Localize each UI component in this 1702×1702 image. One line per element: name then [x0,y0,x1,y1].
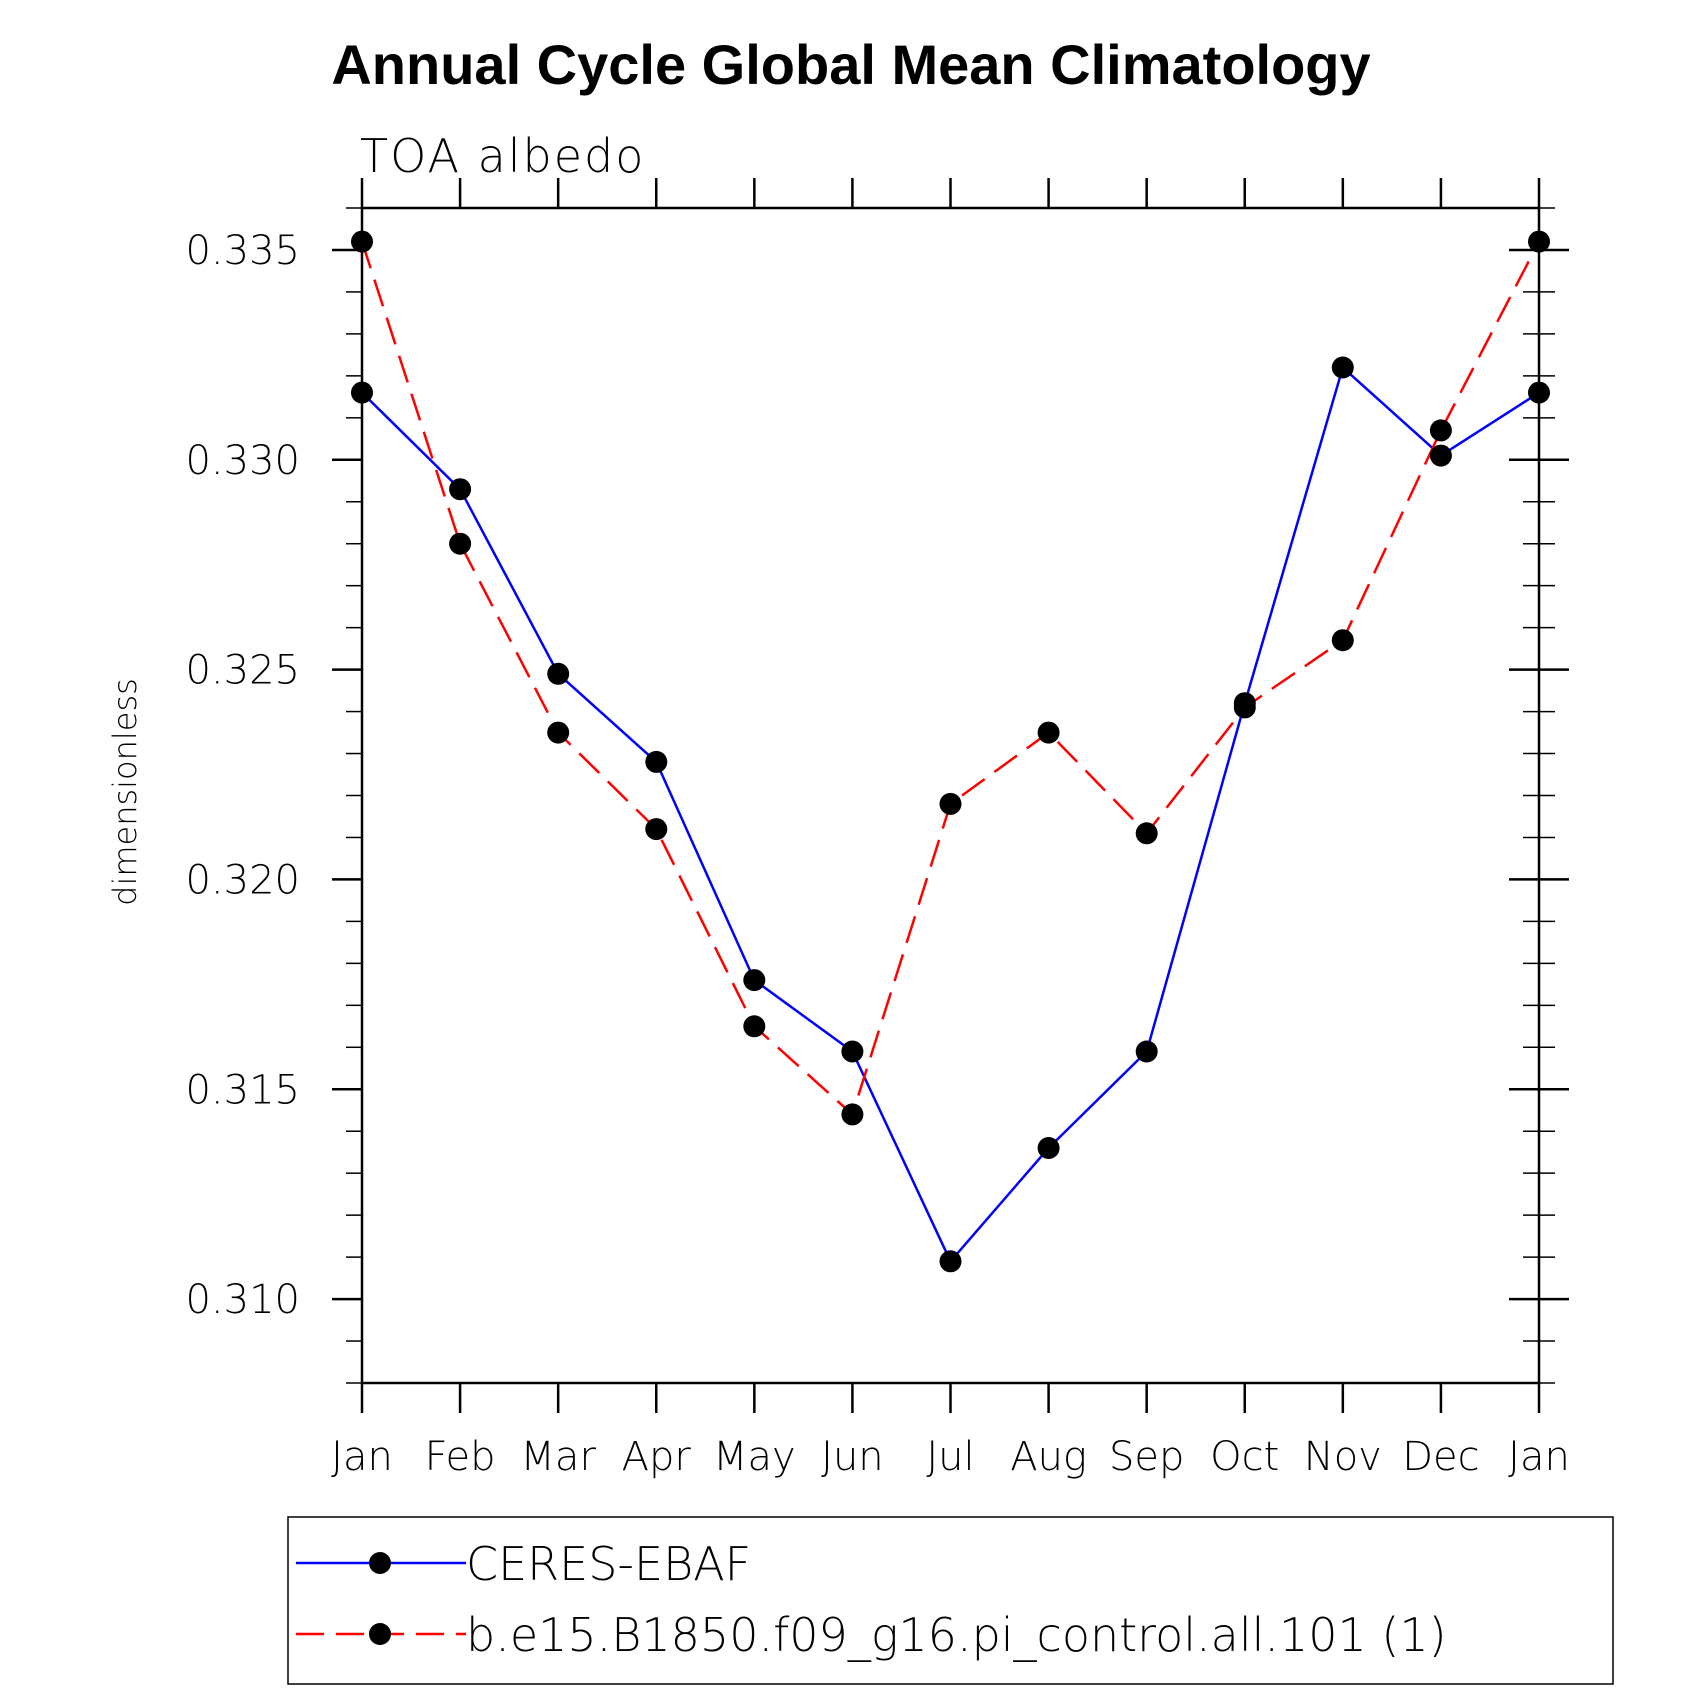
data-point-model [645,818,668,841]
x-tick-label: May [713,1434,796,1480]
axis-ticks [332,178,1569,1413]
x-tick-label: Jun [821,1434,884,1480]
data-point-model [939,792,962,815]
x-tick-labels: Jan Feb Mar Apr May Jun Jul Aug Sep Oct Nov Dec Jan [331,1434,1570,1480]
y-tick-label: 0.310 [185,1277,300,1323]
x-tick-label: Oct [1210,1434,1279,1480]
data-point-ceres [547,662,570,685]
x-tick-label: Feb [425,1434,496,1480]
data-point-ceres [351,381,373,404]
x-tick-label: Jul [926,1434,974,1480]
x-tick-label: Dec [1402,1434,1479,1480]
legend: CERES-EBAF b.e15.B1850.f09_g16.pi_contro… [287,1516,1614,1685]
y-tick-label: 0.330 [185,438,300,484]
data-point-ceres [1331,356,1354,379]
x-tick-label: Mar [520,1434,596,1480]
data-point-ceres [1429,444,1452,467]
data-point-model [1331,629,1354,652]
data-point-model [1233,696,1256,719]
data-point-model [547,721,570,744]
y-tick-label: 0.335 [185,228,300,274]
data-point-model [743,1015,766,1038]
y-tick-label: 0.315 [185,1067,300,1113]
x-tick-label: Apr [622,1434,692,1480]
data-point-ceres [841,1040,864,1063]
y-axis-label: dimensionless [106,678,144,906]
data-point-ceres [1528,381,1550,404]
legend-label-model: b.e15.B1850.f09_g16.pi_control.all.101 (… [466,1608,1447,1662]
data-point-model [841,1103,864,1126]
legend-label-ceres: CERES-EBAF [466,1537,751,1591]
data-point-ceres [449,478,472,501]
chart-title: Annual Cycle Global Mean Climatology [331,33,1370,96]
data-point-ceres [743,969,766,992]
chart-subtitle: TOA albedo [360,129,645,183]
x-tick-label: Jan [331,1434,393,1480]
data-point-model [351,230,373,253]
y-tick-label: 0.320 [185,857,300,903]
data-point-ceres [1037,1137,1060,1159]
legend-marker-model [369,1623,391,1645]
legend-box [287,1516,1614,1685]
y-tick-labels: 0.310 0.315 0.320 0.325 0.330 0.335 [185,228,300,1323]
data-point-ceres [1135,1040,1158,1063]
data-point-model [1037,721,1060,744]
legend-marker-ceres [369,1552,391,1574]
series-line-model [360,241,1541,1117]
y-tick-label: 0.325 [185,648,300,694]
x-tick-label: Sep [1109,1434,1184,1480]
data-point-model [1429,419,1452,442]
data-point-model [1135,822,1158,845]
x-tick-label: Jan [1508,1434,1570,1480]
series-layer [351,230,1550,1273]
data-point-ceres [939,1250,962,1273]
x-tick-label: Aug [1010,1434,1087,1480]
data-point-model [1528,230,1550,253]
data-point-ceres [645,750,668,773]
x-tick-label: Nov [1304,1434,1382,1480]
data-point-model [449,532,472,555]
